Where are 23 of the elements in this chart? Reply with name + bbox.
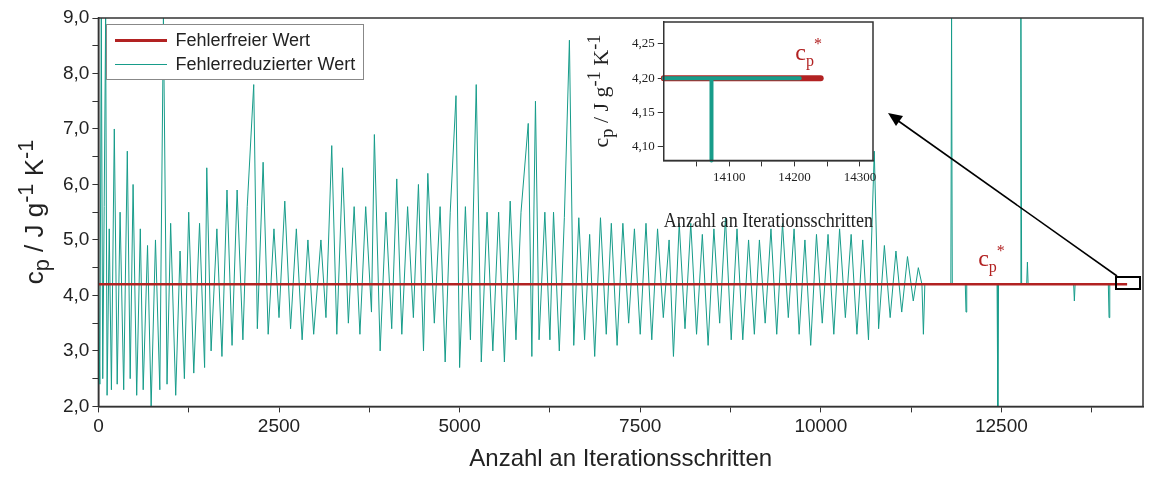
x-tick-label: 14100 <box>712 168 746 184</box>
y-tick-label: 2,0 <box>62 394 90 416</box>
y-tick-label: 4,15 <box>632 103 655 119</box>
x-tick-label: 5000 <box>438 415 481 437</box>
x-tick-label: 7500 <box>619 415 662 437</box>
y-tick-label: 4,0 <box>62 283 90 305</box>
x-tick-label: 12500 <box>974 415 1028 437</box>
x-tick-label: 0 <box>93 415 104 437</box>
legend-label: Fehlerfreier Wert <box>175 29 311 51</box>
y-tick-label: 5,0 <box>62 228 90 250</box>
y-tick-label: 8,0 <box>62 61 90 83</box>
legend-label: Fehlerreduzierter Wert <box>175 53 356 75</box>
y-tick-label: 3,0 <box>62 339 90 361</box>
x-tick-label: 10000 <box>794 415 848 437</box>
x-tick-label: 2500 <box>257 415 301 437</box>
x-axis-title: Anzahl an Iterationsschritten <box>469 444 773 472</box>
y-tick-label: 7,0 <box>62 117 90 139</box>
y-tick-label: 4,10 <box>632 138 655 154</box>
x-tick-label: 14200 <box>778 168 811 184</box>
y-tick-label: 4,20 <box>632 69 655 85</box>
y-tick-label: 6,0 <box>62 172 90 194</box>
y-tick-label: 9,0 <box>62 6 90 28</box>
y-tick-label: 4,25 <box>632 35 655 51</box>
